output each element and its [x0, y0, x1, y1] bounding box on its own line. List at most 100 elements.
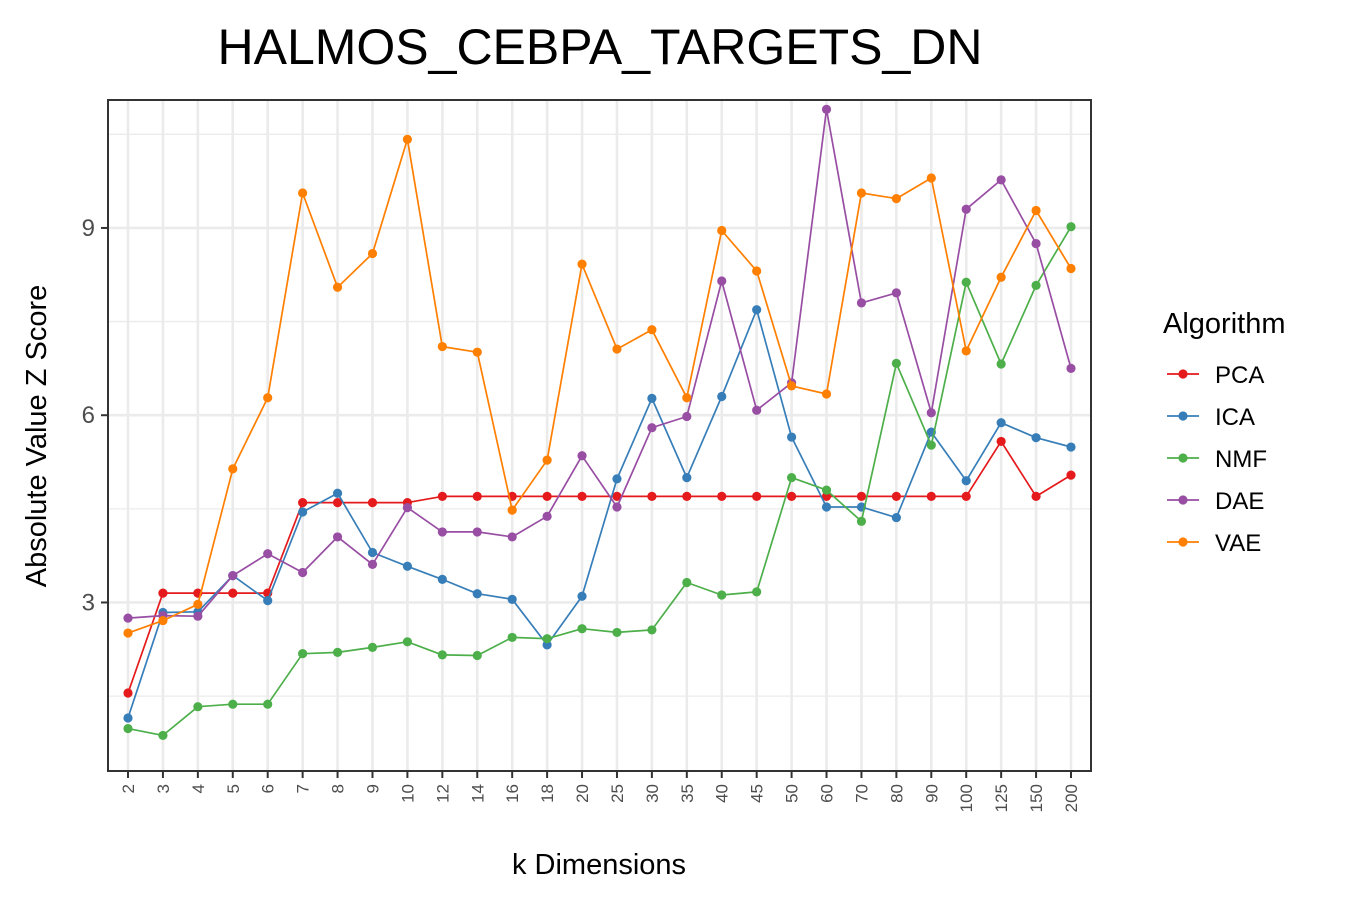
series-pca	[123, 436, 1076, 698]
data-point-ica	[123, 713, 133, 723]
data-point-vae	[123, 628, 133, 638]
data-point-dae	[263, 549, 273, 559]
series-dae	[123, 104, 1076, 623]
data-point-nmf	[891, 358, 901, 369]
data-point-pca	[542, 491, 552, 501]
data-point-dae	[996, 175, 1006, 185]
data-point-ica	[1031, 433, 1041, 443]
data-point-nmf	[752, 587, 762, 597]
legend: Algorithm PCA ICA NMF DAE VAE	[1163, 308, 1286, 557]
data-point-vae	[402, 134, 413, 144]
data-point-vae	[367, 248, 378, 259]
data-point-nmf	[1031, 280, 1041, 290]
x-tick-label: 6	[259, 784, 278, 793]
x-tick-label: 4	[189, 784, 208, 793]
data-point-vae	[577, 259, 587, 269]
x-tick-label: 3	[154, 784, 173, 793]
data-point-dae	[961, 204, 971, 214]
data-point-ica	[332, 488, 343, 498]
data-point-dae	[926, 408, 936, 418]
data-point-dae	[752, 405, 762, 415]
data-point-vae	[507, 505, 517, 515]
data-point-nmf	[996, 359, 1006, 369]
data-point-ica	[891, 512, 901, 523]
data-point-nmf	[682, 577, 692, 588]
data-point-vae	[472, 347, 482, 357]
x-tick-label: 10	[398, 784, 417, 803]
data-point-nmf	[332, 647, 343, 658]
data-point-pca	[577, 491, 587, 501]
data-point-dae	[647, 423, 657, 433]
data-point-pca	[158, 588, 168, 598]
series-line-nmf	[127, 226, 1072, 737]
data-point-dae	[228, 571, 238, 581]
data-point-nmf	[647, 625, 657, 635]
data-point-vae	[717, 225, 727, 236]
data-point-dae	[682, 411, 692, 422]
series-line-ica	[127, 308, 1072, 719]
gridlines	[108, 100, 1091, 771]
data-point-vae	[1066, 263, 1076, 274]
data-point-ica	[752, 305, 762, 315]
data-point-nmf	[472, 650, 482, 661]
data-point-ica	[263, 595, 273, 606]
data-point-pca	[437, 491, 447, 501]
chart-title: HALMOS_CEBPA_TARGETS_DN	[217, 19, 982, 75]
x-tick-label: 125	[992, 784, 1011, 812]
data-point-vae	[193, 599, 203, 609]
data-point-dae	[367, 559, 378, 569]
data-point-pca	[123, 688, 133, 698]
data-point-vae	[891, 194, 901, 204]
data-point-vae	[263, 393, 273, 403]
legend-key-point	[1178, 453, 1188, 463]
data-point-dae	[542, 511, 552, 521]
data-point-dae	[472, 527, 482, 537]
data-point-nmf	[123, 723, 133, 734]
y-axis-title: Absolute Value Z Score	[21, 285, 53, 588]
data-point-pca	[926, 491, 936, 501]
data-point-nmf	[786, 473, 797, 483]
series-line-pca	[127, 440, 1072, 694]
data-point-nmf	[193, 702, 203, 712]
data-point-ica	[507, 594, 517, 604]
x-axis-title: k Dimensions	[512, 849, 686, 881]
data-point-nmf	[542, 634, 552, 644]
x-tick-label: 35	[678, 784, 697, 803]
series-ica	[123, 305, 1076, 723]
legend-item-dae: DAE	[1167, 488, 1264, 515]
data-point-nmf	[961, 277, 971, 287]
data-point-ica	[437, 574, 447, 584]
data-point-nmf	[856, 516, 867, 526]
data-point-vae	[1031, 205, 1041, 216]
data-point-nmf	[507, 632, 517, 643]
data-point-vae	[996, 272, 1006, 282]
data-point-nmf	[717, 590, 727, 600]
data-point-pca	[786, 491, 797, 501]
x-tick-label: 20	[573, 784, 592, 803]
data-point-vae	[298, 188, 308, 198]
x-tick-label: 18	[538, 784, 557, 803]
legend-label: VAE	[1215, 530, 1261, 557]
x-tick-label: 45	[748, 784, 767, 803]
data-point-vae	[332, 282, 343, 292]
x-tick-label: 200	[1062, 784, 1081, 812]
data-point-dae	[332, 532, 343, 542]
data-point-pca	[367, 498, 378, 508]
x-tick-label: 50	[783, 784, 802, 803]
data-point-pca	[856, 491, 867, 501]
legend-label: ICA	[1215, 404, 1255, 431]
data-point-pca	[647, 491, 657, 501]
legend-item-nmf: NMF	[1167, 446, 1267, 473]
data-point-nmf	[577, 624, 587, 634]
x-axis: 2 3 4 5 6 7 8 9 10 12 14 16 18 20 25 30 35 40 45 50 60 70 80 90…	[119, 771, 1081, 812]
data-point-pca	[332, 498, 343, 508]
data-point-dae	[123, 613, 133, 623]
data-point-ica	[1066, 442, 1076, 452]
data-point-pca	[1031, 491, 1041, 501]
data-point-dae	[193, 611, 203, 621]
data-point-dae	[298, 567, 308, 578]
data-point-nmf	[367, 642, 378, 653]
legend-item-pca: PCA	[1167, 362, 1264, 389]
data-point-dae	[891, 288, 901, 298]
